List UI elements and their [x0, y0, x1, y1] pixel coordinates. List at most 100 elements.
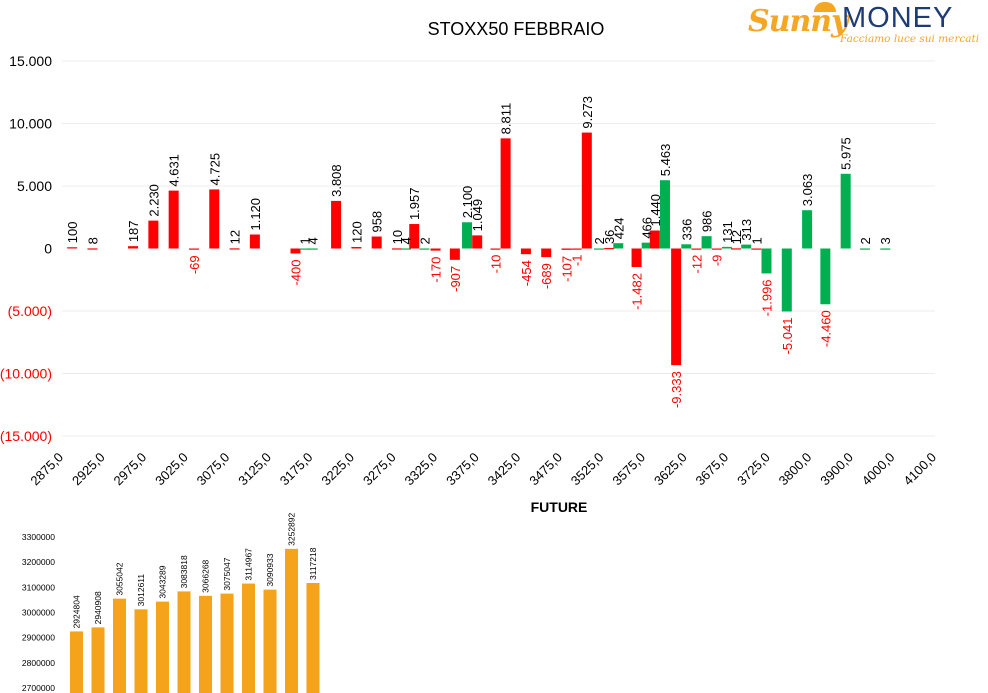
data-label: 986: [700, 210, 715, 232]
bar: [571, 248, 582, 250]
future-data-label: 3090933: [265, 553, 275, 586]
bar: [67, 247, 78, 249]
y-tick-label: (5.000): [8, 303, 52, 319]
data-label: -689: [539, 263, 554, 289]
data-label: 2: [592, 237, 607, 244]
bar: [593, 248, 604, 250]
data-label: 1.049: [470, 199, 485, 232]
data-label: 2: [858, 237, 873, 244]
bar: [671, 248, 682, 366]
future-data-label: 2940908: [93, 591, 103, 624]
data-label: 131: [720, 221, 735, 243]
bar: [731, 248, 742, 250]
bar: [229, 248, 240, 250]
data-label: 8.811: [499, 103, 514, 135]
data-label: 2.230: [146, 184, 161, 217]
future-y-tick-label: 3000000: [22, 608, 55, 618]
data-label: 958: [370, 211, 385, 233]
future-data-labels: 2924804 2940908 3055042 3012611 3043289 30838…: [72, 512, 319, 628]
future-y-tick-label: 3300000: [22, 532, 55, 542]
bar: [604, 248, 615, 250]
data-label: 1.120: [248, 198, 263, 231]
y-tick-label: 15.000: [9, 53, 52, 69]
bar: [490, 248, 501, 250]
data-label: -5.041: [780, 318, 795, 355]
future-bar: [177, 591, 191, 693]
data-labels: 100 8 1872.2304.631-694.725121.120-400143.…: [65, 96, 893, 408]
sunny-money-logo: Sunny MONEY Facciamo luce sui mercati: [748, 2, 979, 46]
bar: [701, 236, 712, 249]
logo-tagline: Facciamo luce sui mercati: [840, 33, 980, 45]
data-label: -454: [519, 260, 534, 286]
data-label: 5.463: [658, 144, 673, 177]
data-label: 1.440: [648, 194, 663, 227]
options-bar-chart: STOXX50 FEBBRAIO 15.000 10.000 5.000 0 (5.00…: [0, 19, 939, 488]
data-label: -12: [689, 255, 704, 274]
data-label: -9.333: [669, 371, 684, 408]
future-y-tick-label: 2800000: [22, 658, 55, 668]
future-data-label: 3055042: [115, 562, 125, 595]
y-tick-label: (10.000): [0, 366, 52, 382]
bar: [472, 235, 483, 249]
y-axis-ticks: 15.000 10.000 5.000 0 (5.000) (10.000) (15.000…: [0, 53, 52, 444]
data-label: 1: [749, 237, 764, 244]
bar: [581, 132, 592, 249]
bar: [541, 248, 552, 258]
logo-brand-left: Sunny: [748, 4, 849, 39]
data-label: 12: [228, 230, 243, 244]
future-y-tick-label: 3100000: [22, 582, 55, 592]
future-data-label: 3114967: [244, 548, 254, 581]
future-bar: [156, 601, 169, 693]
bar: [430, 248, 441, 251]
data-label: -907: [448, 266, 463, 292]
bar: [641, 242, 652, 249]
bar: [802, 210, 813, 249]
future-chart-title: FUTURE: [531, 499, 588, 515]
bar: [371, 236, 382, 249]
bar: [87, 248, 98, 250]
bar: [681, 244, 692, 249]
data-label: 4.631: [167, 154, 182, 187]
future-bars: [70, 548, 320, 693]
bar: [840, 173, 851, 249]
bar: [449, 248, 460, 260]
future-bar: [285, 548, 298, 693]
future-bar: [263, 589, 277, 693]
bar: [307, 248, 318, 250]
bar: [168, 190, 179, 249]
bar: [351, 247, 362, 249]
data-label: 9.273: [580, 96, 595, 129]
future-data-label: 3083818: [179, 555, 189, 588]
data-label: 8: [85, 237, 100, 244]
data-label: 2: [417, 237, 432, 244]
data-label: -170: [429, 257, 444, 283]
bar: [561, 248, 572, 250]
data-label: -4.460: [818, 310, 833, 347]
future-data-label: 3252892: [287, 512, 297, 545]
future-data-label: 2924804: [72, 595, 82, 628]
data-label: 313: [739, 219, 754, 241]
data-label: 187: [126, 220, 141, 242]
bar: [409, 224, 420, 249]
future-data-label: 3012611: [136, 574, 146, 607]
bar: [781, 248, 792, 312]
bar: [419, 248, 430, 250]
bar: [148, 220, 159, 249]
data-label: -1.482: [630, 273, 645, 310]
bar: [880, 248, 891, 250]
bar: [520, 248, 531, 255]
bar: [209, 189, 220, 249]
bar: [659, 180, 670, 249]
future-bar: [242, 583, 255, 693]
data-label: 1.957: [407, 187, 422, 220]
logo-brand-right: MONEY: [842, 2, 954, 34]
bar: [401, 248, 412, 250]
data-label: 100: [65, 222, 80, 244]
bar: [711, 248, 722, 250]
data-label: 466: [640, 217, 655, 239]
data-label: 1: [298, 237, 313, 244]
bar: [331, 200, 342, 249]
bar: [299, 248, 310, 250]
future-bar: [70, 631, 83, 693]
chart-title: STOXX50 FEBBRAIO: [428, 19, 605, 39]
